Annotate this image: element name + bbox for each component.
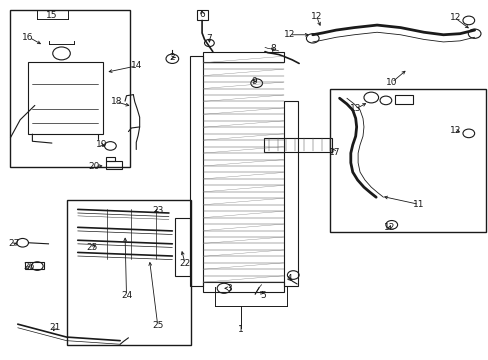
Bar — [25, 262, 43, 269]
Text: 11: 11 — [412, 200, 424, 209]
Text: 16: 16 — [22, 33, 33, 42]
Text: 19: 19 — [96, 140, 108, 149]
Text: 27: 27 — [9, 239, 20, 248]
Bar — [27, 62, 103, 134]
Bar — [283, 101, 298, 286]
Text: 14: 14 — [130, 62, 142, 71]
Bar — [203, 51, 283, 62]
Bar — [10, 10, 130, 167]
Bar — [175, 218, 189, 276]
Bar — [105, 161, 122, 169]
Text: 3: 3 — [225, 284, 231, 293]
Text: 23: 23 — [152, 206, 163, 215]
Text: 6: 6 — [199, 10, 204, 19]
Text: 12: 12 — [310, 12, 322, 21]
Text: 12: 12 — [384, 223, 395, 232]
Text: 12: 12 — [283, 30, 294, 39]
Text: 25: 25 — [86, 243, 98, 252]
Text: 21: 21 — [49, 323, 61, 332]
Text: 22: 22 — [179, 259, 190, 268]
Text: 10: 10 — [385, 78, 397, 87]
Bar — [197, 10, 207, 21]
Text: 15: 15 — [46, 11, 58, 20]
Text: 18: 18 — [110, 97, 122, 106]
Text: 20: 20 — [88, 162, 100, 171]
Text: 25: 25 — [152, 321, 163, 330]
Bar — [203, 282, 283, 292]
Bar — [329, 89, 485, 232]
Text: 8: 8 — [269, 44, 275, 53]
Bar — [394, 95, 412, 104]
Text: 24: 24 — [121, 291, 132, 300]
Bar — [189, 56, 203, 286]
Text: 12: 12 — [448, 126, 460, 135]
Text: 1: 1 — [237, 325, 243, 334]
Bar — [66, 200, 190, 345]
Text: 13: 13 — [349, 104, 361, 113]
Bar — [264, 138, 331, 152]
Text: 17: 17 — [328, 148, 340, 157]
Text: 26: 26 — [23, 262, 35, 271]
Text: 12: 12 — [448, 13, 460, 22]
Text: 4: 4 — [286, 274, 291, 283]
Bar — [105, 157, 115, 161]
Text: 9: 9 — [251, 77, 257, 86]
Text: 7: 7 — [206, 34, 212, 43]
Text: 5: 5 — [260, 291, 265, 300]
Text: 2: 2 — [169, 53, 175, 62]
